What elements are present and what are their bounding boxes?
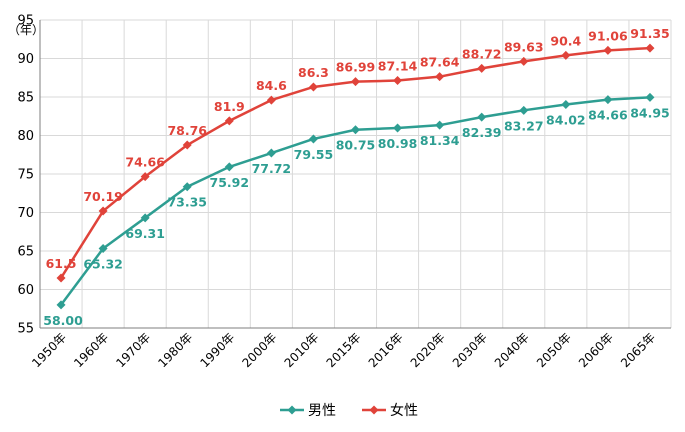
x-tick-label: 2020年 — [408, 330, 448, 370]
data-label: 86.3 — [298, 65, 329, 80]
y-tick-label: 85 — [17, 91, 34, 106]
data-label: 75.92 — [210, 175, 250, 190]
data-point — [393, 76, 403, 86]
data-point — [98, 244, 108, 254]
data-label: 91.06 — [588, 28, 628, 43]
data-label: 78.76 — [167, 123, 207, 138]
data-label: 86.99 — [336, 60, 376, 75]
x-tick-label: 1980年 — [155, 330, 195, 370]
data-label: 91.35 — [630, 26, 670, 41]
data-point — [182, 140, 192, 150]
data-point — [266, 95, 276, 105]
y-tick-label: 60 — [17, 283, 34, 298]
data-point — [435, 120, 445, 130]
y-tick-label: 55 — [17, 322, 34, 337]
data-point — [393, 123, 403, 133]
data-label: 69.31 — [125, 226, 165, 241]
data-label: 58.00 — [43, 313, 83, 328]
data-point — [182, 182, 192, 192]
data-label: 88.72 — [462, 46, 502, 61]
y-tick-label: 65 — [17, 245, 34, 260]
data-point — [308, 134, 318, 144]
data-label: 81.9 — [214, 99, 245, 114]
series-male: 58.00 65.32 69.31 73.3575.9277.7279.5580.75… — [43, 92, 670, 328]
y-tick-label: 75 — [17, 168, 34, 183]
data-point — [224, 116, 234, 126]
data-label: 80.75 — [336, 138, 376, 153]
data-point — [435, 72, 445, 82]
data-label: 89.63 — [504, 39, 544, 54]
data-point — [56, 300, 66, 310]
data-label: 82.39 — [462, 125, 502, 140]
y-tick-label: 90 — [17, 52, 34, 67]
data-point — [266, 148, 276, 158]
data-point — [519, 56, 529, 66]
data-label: 65.32 — [83, 257, 123, 272]
data-label: 83.27 — [504, 118, 544, 133]
data-point — [519, 105, 529, 115]
data-point — [98, 206, 108, 216]
y-tick-label: 80 — [17, 129, 34, 144]
data-point — [224, 162, 234, 172]
y-tick-label: 70 — [17, 206, 34, 221]
data-point — [308, 82, 318, 92]
data-point — [351, 125, 360, 135]
data-label: 73.35 — [167, 195, 207, 210]
series-female: 61.5 70.19 74.66 78.76 81.9 84.6 86.3 86.99 87.1… — [46, 26, 670, 283]
data-point — [477, 63, 487, 73]
data-label: 87.14 — [378, 59, 418, 74]
data-point — [351, 77, 360, 87]
data-point — [561, 100, 571, 110]
data-label: 61.5 — [46, 256, 77, 271]
data-label: 74.66 — [125, 155, 165, 170]
x-tick-label: 2000年 — [240, 330, 280, 370]
x-tick-label: 1970年 — [113, 330, 153, 370]
data-label: 84.95 — [630, 105, 670, 120]
data-point — [645, 92, 655, 102]
x-tick-label: 1990年 — [197, 330, 237, 370]
x-tick-label: 2010年 — [282, 330, 322, 370]
data-point — [140, 213, 150, 223]
x-tick-label: 2015年 — [324, 330, 364, 370]
legend-label: 男性 — [308, 403, 336, 419]
legend-swatch-marker — [287, 405, 297, 415]
x-tick-label: 2060年 — [576, 330, 616, 370]
data-label: 77.72 — [252, 161, 292, 176]
data-label: 87.64 — [420, 55, 460, 70]
data-point — [645, 43, 655, 53]
data-label: 84.02 — [546, 113, 586, 128]
data-label: 79.55 — [294, 147, 334, 162]
legend: 男性 女性 — [280, 402, 418, 419]
data-label: 90.4 — [550, 33, 581, 48]
data-label: 70.19 — [83, 189, 123, 204]
data-point — [561, 50, 571, 60]
x-tick-label: 1960年 — [71, 330, 111, 370]
x-tick-label: 2030年 — [450, 330, 490, 370]
data-label: 84.66 — [588, 108, 628, 123]
data-point — [477, 112, 487, 122]
y-tick-label: 95 — [17, 14, 34, 29]
data-point — [56, 273, 66, 283]
x-tick-label: 2016年 — [366, 330, 406, 370]
x-tick-label: 2050年 — [534, 330, 574, 370]
data-point — [603, 45, 613, 55]
data-point — [140, 172, 150, 182]
y-unit-label: （年） — [8, 23, 44, 37]
legend-swatch-marker — [369, 405, 379, 415]
data-point — [603, 95, 613, 105]
x-tick-label: 2065年 — [618, 330, 658, 370]
data-label: 81.34 — [420, 133, 460, 148]
data-label: 80.98 — [378, 136, 418, 151]
data-label: 84.6 — [256, 78, 287, 93]
legend-label: 女性 — [390, 402, 418, 419]
x-tick-label: 2040年 — [492, 330, 532, 370]
x-tick-label: 1950年 — [29, 330, 69, 370]
